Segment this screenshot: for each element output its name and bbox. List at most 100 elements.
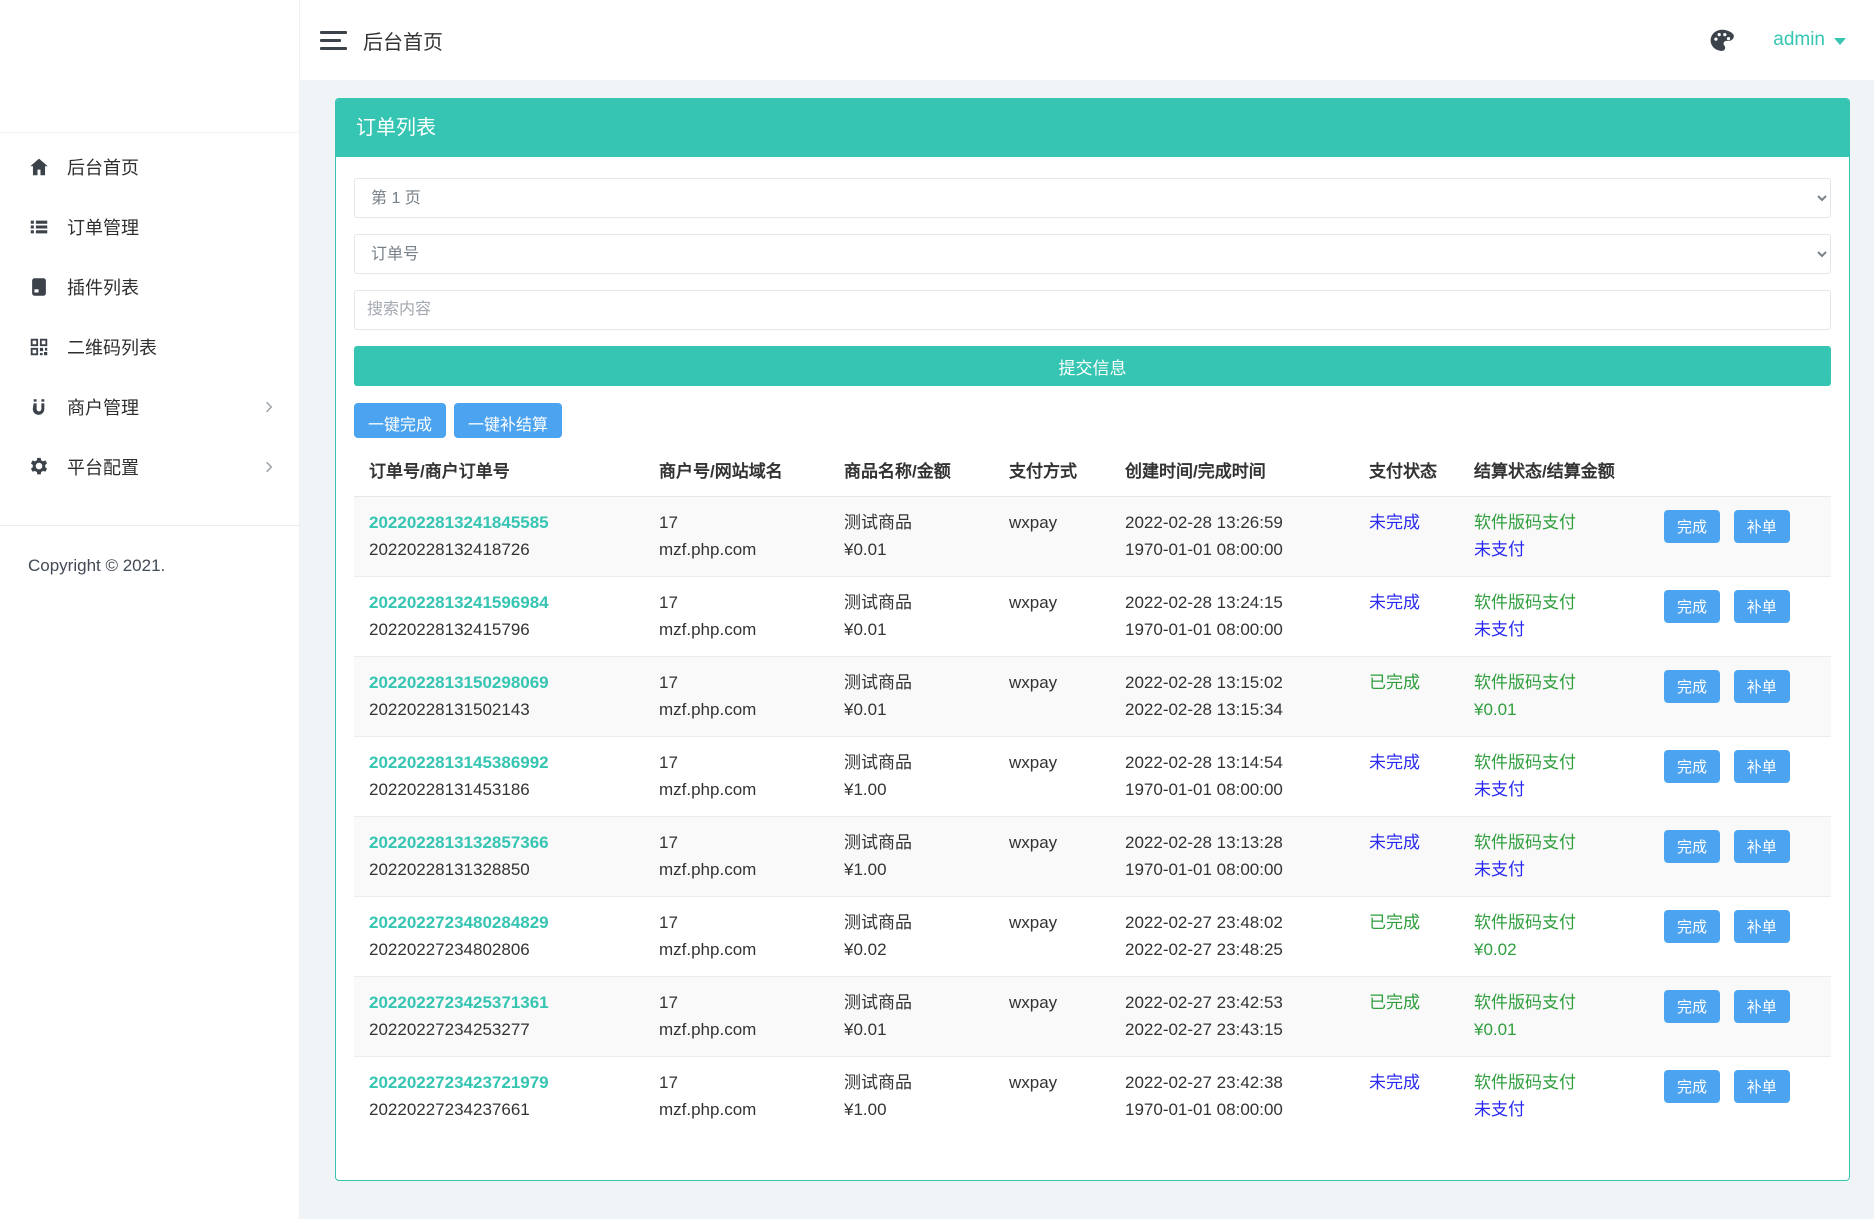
orders-table: 订单号/商户订单号商户号/网站域名商品名称/金额支付方式创建时间/完成时间支付状… <box>354 442 1831 1136</box>
row-reissue-button[interactable]: 补单 <box>1734 510 1790 543</box>
row-complete-button[interactable]: 完成 <box>1664 670 1720 703</box>
row-complete-button[interactable]: 完成 <box>1664 1070 1720 1103</box>
order-number-link[interactable]: 2022022813241596984 <box>369 593 549 612</box>
row-complete-button[interactable]: 完成 <box>1664 910 1720 943</box>
pay-status: 未完成 <box>1369 593 1420 612</box>
column-header: 创建时间/完成时间 <box>1110 442 1354 497</box>
chevron-right-icon <box>261 399 277 415</box>
product-name: 测试商品 <box>844 510 988 537</box>
sidebar-menu: 后台首页 订单管理 插件列表 二维码列表 商户管理 平台配置 <box>0 133 299 497</box>
finished-time: 2022-02-27 23:48:25 <box>1125 937 1348 964</box>
product-name: 测试商品 <box>844 670 988 697</box>
merchant-id: 17 <box>659 1070 823 1097</box>
finished-time: 1970-01-01 08:00:00 <box>1125 1097 1348 1124</box>
gear-icon <box>28 456 50 478</box>
row-complete-button[interactable]: 完成 <box>1664 990 1720 1023</box>
order-amount: ¥0.01 <box>844 617 988 644</box>
merchant-order-number: 20220227234253277 <box>369 1017 638 1044</box>
order-number-link[interactable]: 2022022813145386992 <box>369 753 549 772</box>
bulk-settle-button[interactable]: 一键补结算 <box>454 403 562 438</box>
hamburger-menu-icon[interactable] <box>320 31 347 50</box>
pay-method: wxpay <box>994 977 1110 1057</box>
sidebar-item-qrcodes[interactable]: 二维码列表 <box>0 317 299 377</box>
pay-status: 已完成 <box>1369 913 1420 932</box>
order-number-link[interactable]: 2022022723423721979 <box>369 1073 549 1092</box>
column-header: 支付方式 <box>994 442 1110 497</box>
settle-channel: 软件版码支付 <box>1474 590 1643 617</box>
row-reissue-button[interactable]: 补单 <box>1734 830 1790 863</box>
copyright-text: Copyright © 2021. <box>0 526 299 576</box>
settle-value: 未支付 <box>1474 617 1643 644</box>
order-number-link[interactable]: 2022022813241845585 <box>369 513 549 532</box>
sidebar-item-merchants[interactable]: 商户管理 <box>0 377 299 437</box>
row-reissue-button[interactable]: 补单 <box>1734 670 1790 703</box>
order-number-link[interactable]: 2022022813150298069 <box>369 673 549 692</box>
sidebar-item-home[interactable]: 后台首页 <box>0 137 299 197</box>
order-table-row: 2022022813241596984 20220228132415796 17… <box>354 577 1831 657</box>
site-domain: mzf.php.com <box>659 777 823 804</box>
order-number-link[interactable]: 2022022723425371361 <box>369 993 549 1012</box>
search-field-select[interactable]: 订单号 <box>354 234 1831 274</box>
submit-button[interactable]: 提交信息 <box>354 346 1831 386</box>
pay-status: 未完成 <box>1369 1073 1420 1092</box>
bulk-complete-button[interactable]: 一键完成 <box>354 403 446 438</box>
user-menu[interactable]: admin <box>1773 29 1846 51</box>
settle-channel: 软件版码支付 <box>1474 670 1643 697</box>
row-complete-button[interactable]: 完成 <box>1664 830 1720 863</box>
finished-time: 1970-01-01 08:00:00 <box>1125 537 1348 564</box>
product-name: 测试商品 <box>844 910 988 937</box>
merchant-order-number: 20220228132418726 <box>369 537 638 564</box>
row-complete-button[interactable]: 完成 <box>1664 590 1720 623</box>
sidebar-logo-area <box>0 0 299 133</box>
merchant-id: 17 <box>659 750 823 777</box>
sidebar-item-platform[interactable]: 平台配置 <box>0 437 299 497</box>
pay-method: wxpay <box>994 737 1110 817</box>
row-reissue-button[interactable]: 补单 <box>1734 990 1790 1023</box>
site-domain: mzf.php.com <box>659 617 823 644</box>
finished-time: 1970-01-01 08:00:00 <box>1125 857 1348 884</box>
order-table-row: 2022022723425371361 20220227234253277 17… <box>354 977 1831 1057</box>
pay-method: wxpay <box>994 657 1110 737</box>
sidebar-item-label: 商户管理 <box>67 394 261 420</box>
created-time: 2022-02-28 13:13:28 <box>1125 830 1348 857</box>
row-reissue-button[interactable]: 补单 <box>1734 1070 1790 1103</box>
column-header: 订单号/商户订单号 <box>354 442 644 497</box>
sidebar: 后台首页 订单管理 插件列表 二维码列表 商户管理 平台配置 Copyright… <box>0 0 300 1219</box>
order-number-link[interactable]: 2022022723480284829 <box>369 913 549 932</box>
merchant-icon <box>28 396 50 418</box>
chevron-right-icon <box>261 459 277 475</box>
site-domain: mzf.php.com <box>659 1017 823 1044</box>
order-table-row: 2022022813150298069 20220228131502143 17… <box>354 657 1831 737</box>
row-complete-button[interactable]: 完成 <box>1664 750 1720 783</box>
sidebar-item-orders[interactable]: 订单管理 <box>0 197 299 257</box>
pay-method: wxpay <box>994 497 1110 577</box>
order-number-link[interactable]: 2022022813132857366 <box>369 833 549 852</box>
theme-palette-icon[interactable] <box>1709 27 1735 53</box>
merchant-id: 17 <box>659 910 823 937</box>
page-select[interactable]: 第 1 页 <box>354 178 1831 218</box>
row-complete-button[interactable]: 完成 <box>1664 510 1720 543</box>
order-table-row: 2022022723423721979 20220227234237661 17… <box>354 1057 1831 1137</box>
sidebar-item-label: 插件列表 <box>67 274 277 300</box>
pay-status: 未完成 <box>1369 513 1420 532</box>
created-time: 2022-02-27 23:42:53 <box>1125 990 1348 1017</box>
created-time: 2022-02-27 23:48:02 <box>1125 910 1348 937</box>
row-reissue-button[interactable]: 补单 <box>1734 910 1790 943</box>
order-amount: ¥0.01 <box>844 697 988 724</box>
qrcode-icon <box>28 336 50 358</box>
column-header: 结算状态/结算金额 <box>1459 442 1649 497</box>
merchant-id: 17 <box>659 510 823 537</box>
pay-status: 未完成 <box>1369 753 1420 772</box>
settle-channel: 软件版码支付 <box>1474 990 1643 1017</box>
settle-value: 未支付 <box>1474 537 1643 564</box>
sidebar-item-plugins[interactable]: 插件列表 <box>0 257 299 317</box>
merchant-id: 17 <box>659 590 823 617</box>
row-reissue-button[interactable]: 补单 <box>1734 590 1790 623</box>
product-name: 测试商品 <box>844 590 988 617</box>
search-input[interactable] <box>354 290 1831 330</box>
column-header: 支付状态 <box>1354 442 1459 497</box>
order-amount: ¥0.01 <box>844 537 988 564</box>
created-time: 2022-02-28 13:14:54 <box>1125 750 1348 777</box>
finished-time: 1970-01-01 08:00:00 <box>1125 617 1348 644</box>
row-reissue-button[interactable]: 补单 <box>1734 750 1790 783</box>
